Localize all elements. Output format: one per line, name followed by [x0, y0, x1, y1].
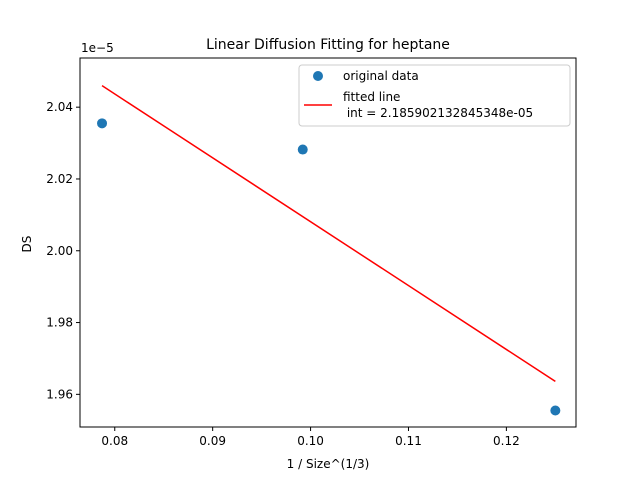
y-axis-title: DS [20, 236, 34, 253]
data-point [297, 144, 308, 155]
x-axis-title: 1 / Size^(1/3) [287, 457, 370, 471]
y-tick-label: 2.02 [46, 172, 73, 186]
legend: original data fitted line int = 2.185902… [298, 64, 571, 127]
x-tick-label: 0.11 [395, 434, 422, 448]
chart-title: Linear Diffusion Fitting for heptane [206, 37, 450, 53]
y-offset-label: 1e−5 [81, 41, 114, 55]
y-axis-ticks: 1.96 1.98 2.00 2.02 2.04 [46, 100, 80, 401]
x-tick-label: 0.08 [101, 434, 128, 448]
plot-area [97, 85, 561, 416]
x-tick-label: 0.12 [493, 434, 520, 448]
y-tick-label: 2.04 [46, 100, 73, 114]
fitted-line [101, 85, 556, 383]
data-point [97, 118, 108, 129]
x-tick-label: 0.10 [297, 434, 324, 448]
legend-label-fitted-line-1: fitted line [343, 90, 400, 104]
legend-label-fitted-line: fitted line int = 2.185902132845348e-05 [343, 90, 533, 120]
x-axis-ticks: 0.08 0.09 0.10 0.11 0.12 [101, 427, 520, 448]
data-point [550, 405, 561, 416]
legend-marker-original-data [313, 71, 323, 81]
legend-box [298, 64, 571, 127]
plot-frame [79, 57, 577, 428]
x-tick-label: 0.09 [199, 434, 226, 448]
y-tick-label: 1.98 [46, 316, 73, 330]
legend-label-fitted-line-2: int = 2.185902132845348e-05 [343, 106, 533, 120]
y-tick-label: 1.96 [46, 387, 73, 401]
legend-label-original-data: original data [343, 69, 419, 83]
y-tick-label: 2.00 [46, 244, 73, 258]
